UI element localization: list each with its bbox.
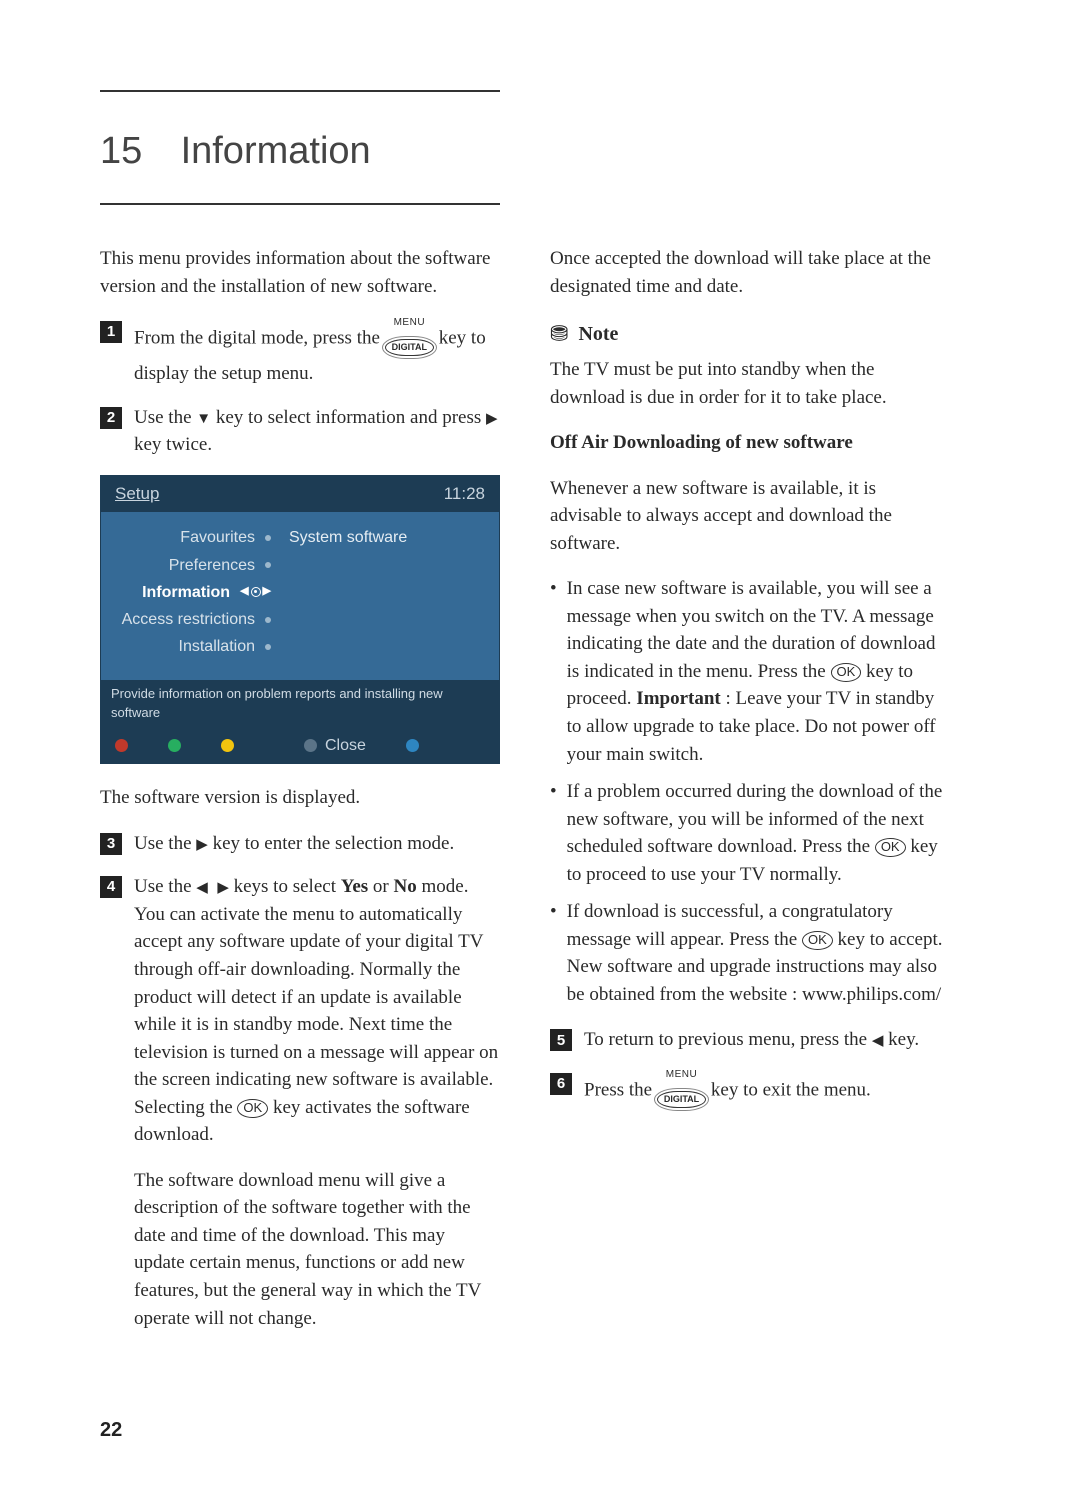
right-arrow-icon: ▶ <box>217 879 229 896</box>
after-box-text: The software version is displayed. <box>100 784 500 812</box>
chapter-name: Information <box>181 130 371 172</box>
note-body: The TV must be put into standby when the… <box>550 356 950 411</box>
no-label: No <box>394 876 417 897</box>
step3-a: Use the <box>134 833 192 854</box>
step-badge: 2 <box>100 407 122 429</box>
chapter-title: 15 Information <box>100 130 980 173</box>
step-2: 2 Use the ▼ key to select information an… <box>100 404 500 459</box>
step4-b: keys to select <box>234 876 336 897</box>
important-label: Important <box>636 688 720 709</box>
right-arrow-icon: ▶ <box>486 410 498 427</box>
offair-heading: Off Air Downloading of new software <box>550 429 950 457</box>
setup-screenshot: Setup 11:28 Favourites Preferences Infor… <box>100 475 500 764</box>
step-badge: 1 <box>100 321 122 343</box>
rule-top <box>100 90 500 92</box>
step4-e: The software download menu will give a d… <box>134 1167 500 1332</box>
left-column: This menu provides information about the… <box>100 245 500 1366</box>
step5-a: To return to previous menu, press the <box>584 1029 867 1050</box>
step-5: 5 To return to previous menu, press the … <box>550 1026 950 1054</box>
digital-menu-button-icon: MENU DIGITAL <box>657 1068 706 1110</box>
step2-a: Use the <box>134 407 192 428</box>
dot-icon <box>265 644 271 650</box>
setup-right-panel: System software <box>289 526 407 662</box>
step-3: 3 Use the ▶ key to enter the selection m… <box>100 830 500 858</box>
dot-icon <box>265 617 271 623</box>
setup-header: Setup 11:28 <box>101 476 499 513</box>
setup-time: 11:28 <box>444 482 485 507</box>
menu-item: Favourites <box>180 526 255 549</box>
step4-f: Once accepted the download will take pla… <box>550 245 950 300</box>
step-badge: 5 <box>550 1029 572 1051</box>
color-dot-icon <box>304 739 317 752</box>
step-badge: 3 <box>100 833 122 855</box>
step4-a: Use the <box>134 876 192 897</box>
step6-a: Press the <box>584 1079 652 1100</box>
menu-item-selected: Information <box>142 581 230 604</box>
step4-c: mode. You can activate the menu to autom… <box>134 876 498 1117</box>
bullet-3: If download is successful, a congratulat… <box>550 898 950 1008</box>
ok-button-icon: OK <box>237 1099 268 1118</box>
yes-label: Yes <box>341 876 368 897</box>
offair-intro: Whenever a new software is available, it… <box>550 475 950 558</box>
menu-item: Access restrictions <box>122 608 255 631</box>
step-badge: 6 <box>550 1073 572 1095</box>
intro-text: This menu provides information about the… <box>100 245 500 300</box>
note-heading: ⛃ Note <box>550 318 950 350</box>
menu-item: Preferences <box>169 554 255 577</box>
left-arrow-icon: ◀ <box>196 879 208 896</box>
color-dot-icon <box>115 739 128 752</box>
color-dot-icon <box>406 739 419 752</box>
step5-b: key. <box>888 1029 919 1050</box>
dot-icon <box>265 562 271 568</box>
dot-icon <box>265 535 271 541</box>
step2-b: key to select information and press <box>216 407 481 428</box>
color-dot-icon <box>168 739 181 752</box>
or-label: or <box>373 876 389 897</box>
color-dot-icon <box>221 739 234 752</box>
menu-item: Installation <box>179 635 256 658</box>
step-badge: 4 <box>100 876 122 898</box>
page-number: 22 <box>100 1419 122 1442</box>
note-icon: ⛃ <box>550 318 568 350</box>
left-arrow-icon: ◀ <box>872 1032 884 1049</box>
step-1: 1 From the digital mode, press the MENU … <box>100 318 500 388</box>
right-arrow-icon: ▶ <box>196 836 208 853</box>
bullet-1: In case new software is available, you w… <box>550 575 950 768</box>
step-4: 4 Use the ◀ ▶ keys to select Yes or No m… <box>100 873 500 1350</box>
ok-button-icon: OK <box>831 663 862 682</box>
ok-button-icon: OK <box>875 838 906 857</box>
down-arrow-icon: ▼ <box>196 410 211 427</box>
selection-indicator-icon: ◀▶ <box>240 584 271 600</box>
setup-hint: Provide information on problem reports a… <box>101 680 499 728</box>
chapter-number: 15 <box>100 130 170 173</box>
setup-close: Close <box>304 734 366 757</box>
rule-under <box>100 203 500 205</box>
setup-footer: Close <box>101 728 499 763</box>
step-6: 6 Press the MENU DIGITAL key to exit the… <box>550 1070 950 1112</box>
note-label: Note <box>578 320 618 349</box>
setup-title: Setup <box>115 482 159 507</box>
step2-c: key twice. <box>134 434 212 455</box>
right-column: Once accepted the download will take pla… <box>550 245 950 1366</box>
digital-menu-button-icon: MENU DIGITAL <box>385 316 434 358</box>
bullet-2: If a problem occurred during the downloa… <box>550 778 950 888</box>
step3-b: key to enter the selection mode. <box>213 833 455 854</box>
step6-b: key to exit the menu. <box>711 1079 871 1100</box>
setup-menu-list: Favourites Preferences Information ◀▶ Ac… <box>111 526 271 662</box>
offair-bullets: In case new software is available, you w… <box>550 575 950 1008</box>
ok-button-icon: OK <box>802 931 833 950</box>
step1-a: From the digital mode, press the <box>134 327 380 348</box>
